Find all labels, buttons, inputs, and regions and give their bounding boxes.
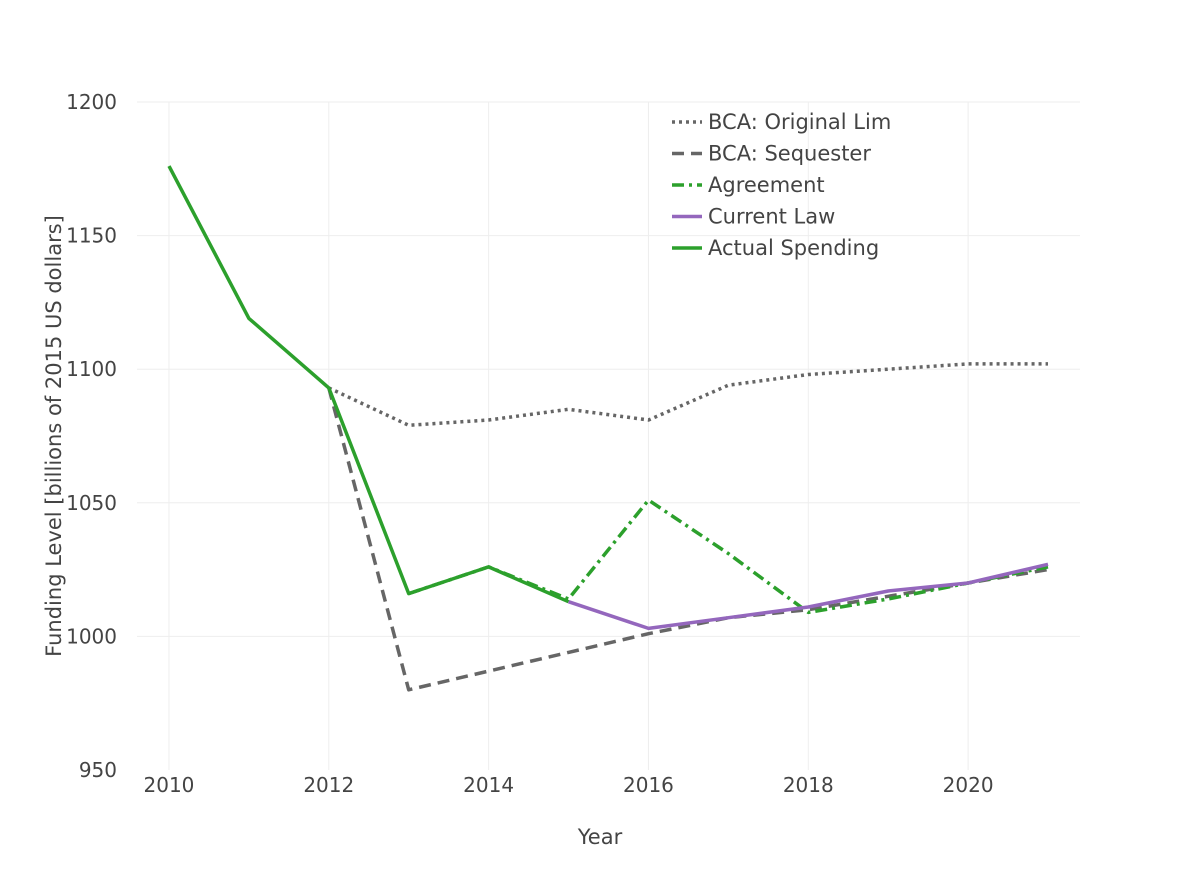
legend-item-4[interactable]: Actual Spending (672, 236, 879, 260)
legend-label-1: BCA: Sequester (708, 142, 871, 166)
legend-label-0: BCA: Original Lim (708, 110, 891, 134)
y-tick-label-1: 1000 (66, 624, 117, 648)
y-axis-ticks: 950 1000 1050 1100 1150 1200 (66, 90, 117, 782)
grid (137, 101, 1080, 770)
y-axis-title: Funding Level [billions of 2015 US dolla… (42, 215, 66, 657)
legend-item-0[interactable]: BCA: Original Lim (672, 110, 891, 134)
series-line-4 (167, 165, 570, 604)
legend-label-3: Current Law (708, 205, 835, 229)
legend-label-2: Agreement (708, 173, 825, 197)
legend-item-1[interactable]: BCA: Sequester (672, 142, 871, 166)
series-line-0 (328, 362, 1048, 428)
x-tick-label-1: 2012 (303, 773, 354, 797)
legend-item-2[interactable]: Agreement (672, 173, 825, 197)
series-line-1 (327, 387, 1049, 692)
series-line-2 (408, 498, 1049, 615)
y-tick-label-0: 950 (79, 758, 117, 782)
y-tick-label-5: 1200 (66, 90, 117, 114)
x-axis-ticks: 2010 2012 2014 2016 2018 2020 (144, 773, 994, 797)
y-tick-label-3: 1100 (66, 357, 117, 381)
series-lines (167, 165, 1049, 692)
x-tick-label-0: 2010 (144, 773, 195, 797)
x-tick-label-3: 2016 (623, 773, 674, 797)
x-tick-label-5: 2020 (943, 773, 994, 797)
legend-item-3[interactable]: Current Law (672, 205, 835, 229)
x-axis-title: Year (577, 825, 623, 849)
x-tick-label-4: 2018 (783, 773, 834, 797)
series-line-3 (567, 562, 1049, 631)
legend-label-4: Actual Spending (708, 236, 879, 260)
x-tick-label-2: 2014 (463, 773, 514, 797)
y-tick-label-4: 1150 (66, 224, 117, 248)
legend[interactable]: BCA: Original Lim BCA: Sequester Agreement… (672, 110, 891, 260)
y-tick-label-2: 1050 (66, 491, 117, 515)
